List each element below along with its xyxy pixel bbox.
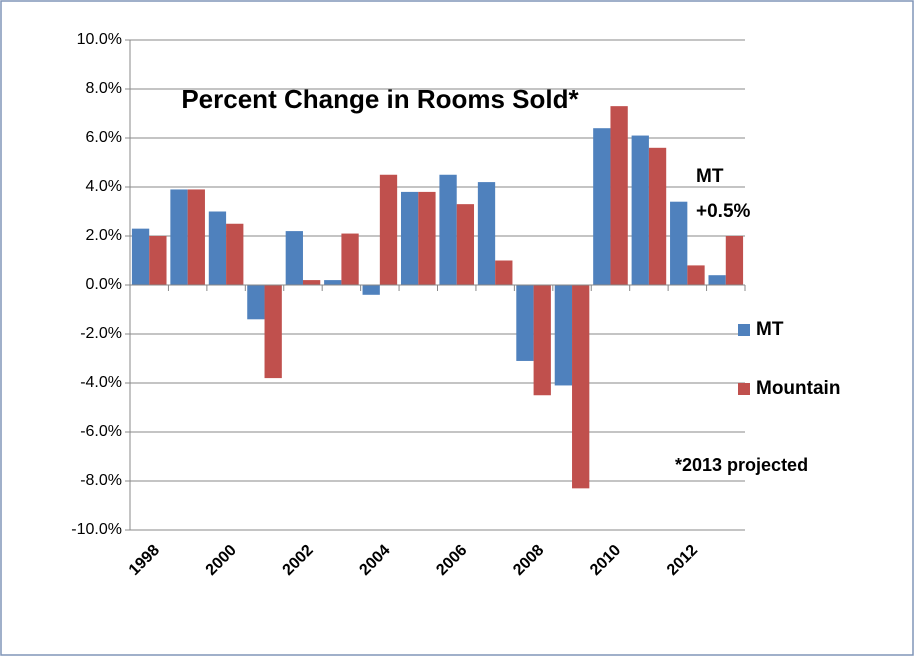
bar [516,285,534,361]
annotation: *2013 projected [675,455,808,475]
bar [687,265,705,285]
bar [725,236,744,285]
bar [533,285,551,396]
bar [187,189,205,285]
legend-label: Mountain [756,378,840,399]
bar [593,128,611,285]
bar [324,280,342,285]
bar [247,285,265,320]
bar [285,231,303,285]
bar [708,275,726,285]
bar [477,182,496,285]
legend-label: MT [756,319,784,340]
bar [631,135,649,285]
legend-swatch [738,383,750,395]
annotation: MT [696,166,724,187]
bar [670,201,688,285]
legend-swatch [738,324,750,336]
bar [379,174,398,285]
bar [341,233,359,285]
bar [149,236,167,285]
y-tick-label: -6.0% [80,423,122,440]
bar [648,147,667,285]
bar [400,191,419,285]
y-tick-label: -10.0% [71,521,122,538]
bar [131,228,150,285]
y-tick-label: 0.0% [86,276,122,293]
y-tick-label: -4.0% [80,374,122,391]
bar [456,204,475,285]
y-tick-label: 10.0% [77,31,122,48]
bar [226,223,244,285]
y-tick-label: 2.0% [86,227,122,244]
bar [439,174,457,285]
bar [362,285,380,295]
y-tick-label: 6.0% [86,129,122,146]
annotation: +0.5% [696,201,751,222]
bar [170,189,188,285]
bar [302,280,321,285]
y-tick-label: 8.0% [86,80,122,97]
bar [418,191,436,285]
chart-title: Percent Change in Rooms Sold* [181,84,579,114]
y-tick-label: -2.0% [80,325,122,342]
bar [208,211,227,285]
bar [264,285,282,379]
y-tick-label: -8.0% [80,472,122,489]
y-tick-label: 4.0% [86,178,122,195]
bar [495,260,513,285]
bar [572,285,590,489]
bar [554,285,573,386]
bar [610,106,628,286]
